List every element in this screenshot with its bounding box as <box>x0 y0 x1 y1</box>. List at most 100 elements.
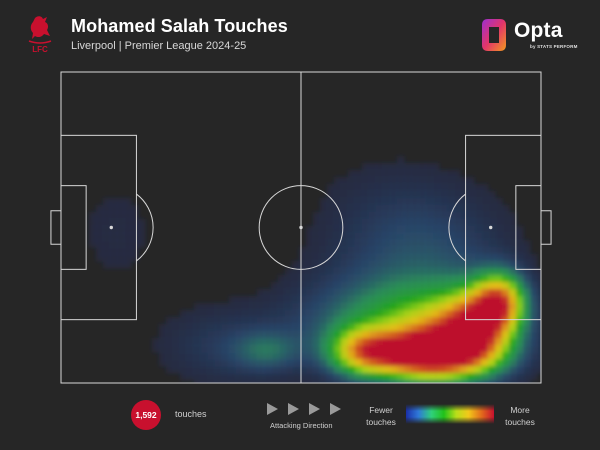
heatmap-cell <box>495 310 503 318</box>
heatmap-cell <box>320 212 328 220</box>
heatmap-cell <box>376 184 384 192</box>
heatmap-cell <box>257 373 265 381</box>
heatmap-cell <box>306 324 314 332</box>
heatmap-cell <box>362 191 370 199</box>
heatmap-cell <box>446 380 454 383</box>
heatmap-cell <box>418 380 426 383</box>
heatmap-cell <box>166 352 174 360</box>
heatmap-cell <box>446 275 454 283</box>
heatmap-cell <box>243 296 251 304</box>
heatmap-cell <box>292 338 300 346</box>
heatmap-cell <box>271 303 279 311</box>
heatmap-cell <box>348 296 356 304</box>
heatmap-cell <box>327 240 335 248</box>
heatmap-cell <box>523 359 531 367</box>
heatmap-cell <box>474 247 482 255</box>
heatmap-cell <box>488 352 496 360</box>
heatmap-cell <box>236 366 244 374</box>
heatmap-cell <box>376 296 384 304</box>
heatmap-cell <box>383 226 391 234</box>
heatmap-cell <box>376 289 384 297</box>
heatmap-cell <box>117 233 125 241</box>
heatmap-cell <box>467 324 475 332</box>
heatmap-cell <box>327 331 335 339</box>
heatmap-cell <box>327 366 335 374</box>
heatmap-cell <box>481 331 489 339</box>
heatmap-cell <box>404 226 412 234</box>
heatmap-cell <box>110 226 118 234</box>
heatmap-cell <box>334 198 342 206</box>
heatmap-cell <box>348 261 356 269</box>
heatmap-cell <box>460 254 468 262</box>
heatmap-cell <box>530 331 538 339</box>
opta-brand: Opta <box>514 19 563 42</box>
heatmap-cell <box>383 331 391 339</box>
heatmap-cell <box>376 205 384 213</box>
heatmap-cell <box>229 359 237 367</box>
heatmap-cell <box>509 289 517 297</box>
heatmap-cell <box>453 198 461 206</box>
heatmap-cell <box>397 198 405 206</box>
heatmap-cell <box>516 324 524 332</box>
heatmap-cell <box>446 282 454 290</box>
heatmap-cell <box>96 219 104 227</box>
heatmap-cell <box>502 359 510 367</box>
heatmap-cell <box>404 177 412 185</box>
heatmap-cell <box>397 219 405 227</box>
heatmap-cell <box>467 338 475 346</box>
heatmap-cell <box>418 324 426 332</box>
heatmap-cell <box>411 261 419 269</box>
heatmap-cell <box>341 219 349 227</box>
heatmap-cell <box>383 170 391 178</box>
heatmap-cell <box>509 212 517 220</box>
heatmap-cell <box>341 282 349 290</box>
heatmap-cell <box>488 282 496 290</box>
heatmap-cell <box>299 324 307 332</box>
heatmap-cell <box>376 331 384 339</box>
heatmap-cell <box>201 352 209 360</box>
heatmap-cell <box>348 303 356 311</box>
heatmap-cell <box>110 212 118 220</box>
heatmap-cell <box>404 170 412 178</box>
heatmap-cell <box>467 373 475 381</box>
heatmap-cell <box>257 366 265 374</box>
heatmap-cell <box>488 275 496 283</box>
heatmap-cell <box>285 310 293 318</box>
heatmap-cell <box>481 226 489 234</box>
heatmap-cell <box>369 247 377 255</box>
heatmap-cell <box>348 359 356 367</box>
heatmap-cell <box>271 352 279 360</box>
heatmap-cell <box>439 303 447 311</box>
heatmap-cell <box>173 366 181 374</box>
heatmap-cell <box>124 233 132 241</box>
heatmap-cell <box>292 268 300 276</box>
heatmap-cell <box>537 352 541 360</box>
heatmap-cell <box>439 212 447 220</box>
heatmap-cell <box>397 191 405 199</box>
heatmap-cell <box>439 359 447 367</box>
heatmap-cell <box>334 240 342 248</box>
heatmap-cell <box>481 366 489 374</box>
heatmap-cell <box>439 373 447 381</box>
heatmap-cell <box>502 247 510 255</box>
heatmap-cell <box>411 233 419 241</box>
heatmap-cell <box>390 184 398 192</box>
heatmap-cell <box>376 366 384 374</box>
heatmap-cell <box>383 233 391 241</box>
heatmap-cell <box>397 359 405 367</box>
heatmap-cell <box>320 338 328 346</box>
heatmap-cell <box>383 177 391 185</box>
heatmap-cell <box>369 324 377 332</box>
heatmap-cell <box>292 310 300 318</box>
heatmap-cell <box>383 289 391 297</box>
heatmap-cell <box>96 240 104 248</box>
heatmap-cell <box>320 219 328 227</box>
heatmap-cell <box>369 170 377 178</box>
heatmap-cell <box>306 359 314 367</box>
heatmap-cell <box>495 359 503 367</box>
heatmap-cell <box>383 352 391 360</box>
heatmap-cell <box>355 324 363 332</box>
heatmap-cell <box>362 296 370 304</box>
heatmap-cell <box>418 275 426 283</box>
heatmap-cell <box>488 254 496 262</box>
